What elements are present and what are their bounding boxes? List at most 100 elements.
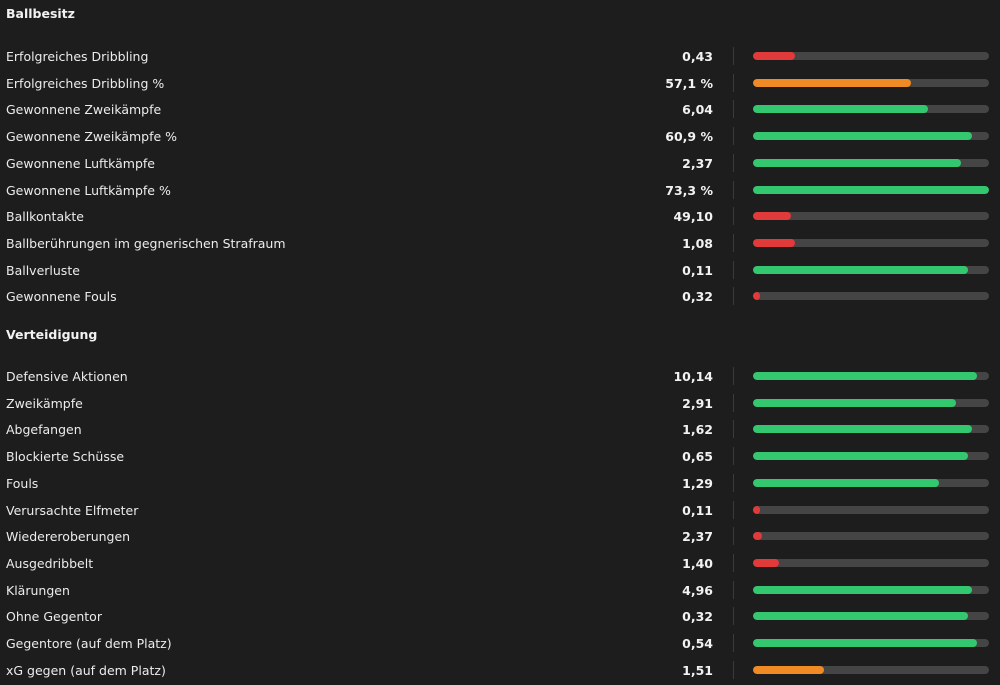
percentile-bar <box>753 639 989 647</box>
divider <box>733 660 734 679</box>
stat-row: xG gegen (auf dem Platz) 1,51 <box>0 657 1000 683</box>
stat-label: Ballkontakte <box>6 209 84 225</box>
section-title: Verteidigung <box>6 327 98 342</box>
stat-value: 0,32 <box>682 289 713 305</box>
stat-label: Abgefangen <box>6 422 82 438</box>
stat-value: 0,11 <box>682 502 713 518</box>
percentile-bar-fill <box>753 185 989 194</box>
stat-label: Erfolgreiches Dribbling <box>6 49 149 64</box>
stat-value: 60,9 % <box>665 129 713 145</box>
percentile-bar <box>753 558 989 567</box>
stat-row: Fouls 1,29 <box>0 470 1000 496</box>
stat-row: Ohne Gegentor 0,32 <box>0 603 1000 629</box>
stat-row: Ballkontakte 49,10 <box>0 203 1000 229</box>
percentile-bar <box>753 372 989 380</box>
stat-label: Gegentore (auf dem Platz) <box>6 636 172 651</box>
percentile-bar <box>753 612 989 621</box>
divider <box>733 473 734 492</box>
stat-value: 0,11 <box>682 262 713 278</box>
divider <box>733 260 734 279</box>
percentile-bar <box>753 52 989 60</box>
percentile-bar-fill <box>753 52 796 60</box>
divider <box>733 153 734 172</box>
stat-row: Erfolgreiches Dribbling 0,43 <box>0 43 1000 69</box>
divider <box>733 47 734 65</box>
stat-value: 2,37 <box>682 155 713 171</box>
percentile-bar <box>753 105 989 114</box>
stat-row: Ballberührungen im gegnerischen Strafrau… <box>0 230 1000 256</box>
stat-value: 49,10 <box>673 209 713 225</box>
stat-value: 73,3 % <box>665 182 713 198</box>
stat-label: Ballverluste <box>6 262 80 278</box>
divider <box>733 607 734 626</box>
percentile-bar <box>753 185 989 194</box>
percentile-bar-fill <box>753 78 912 87</box>
divider <box>733 180 734 199</box>
divider <box>733 207 734 226</box>
divider <box>733 500 734 519</box>
stat-value: 1,62 <box>682 422 713 438</box>
percentile-bar <box>753 212 989 221</box>
stat-label: Gewonnene Zweikämpfe % <box>6 129 178 145</box>
stat-value: 2,91 <box>682 395 713 411</box>
percentile-bar <box>753 398 989 407</box>
percentile-bar-fill <box>753 212 791 221</box>
stat-value: 4,96 <box>682 582 713 598</box>
stat-value: 1,29 <box>682 475 713 491</box>
stat-row: Ausgedribbelt 1,40 <box>0 550 1000 576</box>
percentile-bar-fill <box>753 665 824 674</box>
stat-row: Gewonnene Zweikämpfe 6,04 <box>0 96 1000 122</box>
percentile-bar-fill <box>753 292 761 301</box>
stat-row: Gewonnene Luftkämpfe 2,37 <box>0 150 1000 176</box>
percentile-bar <box>753 132 989 141</box>
stat-value: 0,65 <box>682 449 713 465</box>
stat-value: 57,1 % <box>665 75 713 91</box>
divider <box>733 100 734 119</box>
percentile-bar <box>753 292 989 301</box>
percentile-bar-fill <box>753 585 973 594</box>
percentile-bar <box>753 505 989 514</box>
stat-label: Zweikämpfe <box>6 395 83 411</box>
stat-row: Gegentore (auf dem Platz) 0,54 <box>0 630 1000 656</box>
stat-row: Gewonnene Fouls 0,32 <box>0 283 1000 309</box>
stat-label: Gewonnene Zweikämpfe <box>6 102 162 118</box>
stat-row: Verursachte Elfmeter 0,11 <box>0 497 1000 523</box>
stat-value: 0,32 <box>682 609 713 625</box>
stat-value: 1,08 <box>682 235 713 251</box>
stat-label: Klärungen <box>6 582 70 598</box>
stat-label: Wiedereroberungen <box>6 529 131 545</box>
stat-label: Verursachte Elfmeter <box>6 502 139 518</box>
percentile-bar-fill <box>753 238 796 247</box>
stat-label: Ballberührungen im gegnerischen Strafrau… <box>6 235 286 251</box>
percentile-bar <box>753 585 989 594</box>
percentile-bar-fill <box>753 639 978 647</box>
stat-row: Blockierte Schüsse 0,65 <box>0 443 1000 469</box>
percentile-bar-fill <box>753 558 779 567</box>
divider <box>733 393 734 412</box>
divider <box>733 367 734 385</box>
stat-label: Gewonnene Fouls <box>6 289 117 305</box>
stat-value: 6,04 <box>682 102 713 118</box>
stat-label: xG gegen (auf dem Platz) <box>6 662 166 678</box>
percentile-bar <box>753 78 989 87</box>
percentile-bar-fill <box>753 132 973 141</box>
stat-label: Defensive Aktionen <box>6 369 128 384</box>
stat-label: Ohne Gegentor <box>6 609 102 625</box>
divider <box>733 73 734 92</box>
stat-label: Erfolgreiches Dribbling % <box>6 75 165 91</box>
percentile-bar-fill <box>753 612 968 621</box>
stat-value: 2,37 <box>682 529 713 545</box>
stat-label: Blockierte Schüsse <box>6 449 125 465</box>
percentile-bar-fill <box>753 158 961 167</box>
stat-row: Wiedereroberungen 2,37 <box>0 523 1000 549</box>
stat-row: Abgefangen 1,62 <box>0 416 1000 442</box>
percentile-bar-fill <box>753 505 761 514</box>
divider <box>733 127 734 146</box>
stat-row: Defensive Aktionen 10,14 <box>0 363 1000 389</box>
percentile-bar <box>753 478 989 487</box>
divider <box>733 634 734 652</box>
percentile-bar-fill <box>753 452 968 461</box>
percentile-bar <box>753 665 989 674</box>
stat-value: 1,40 <box>682 555 713 571</box>
percentile-bar-fill <box>753 478 940 487</box>
